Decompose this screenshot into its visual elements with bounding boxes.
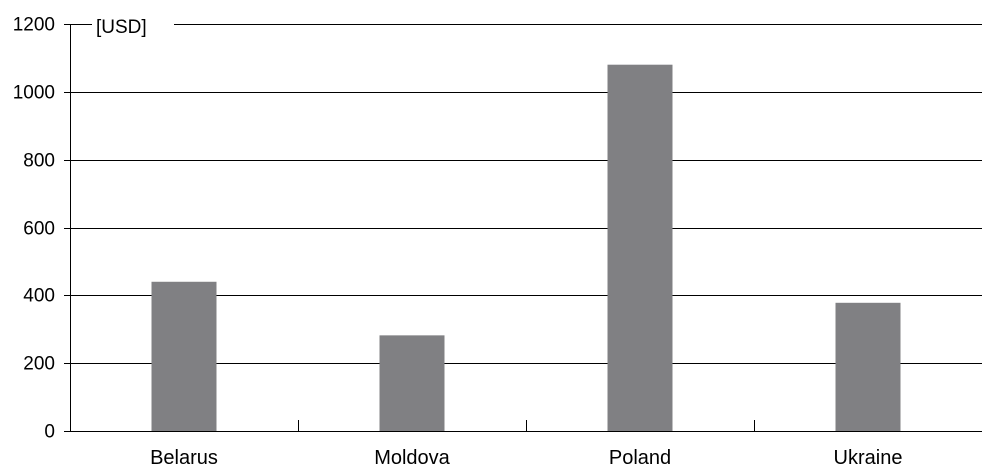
x-category-label: Ukraine	[834, 447, 903, 469]
x-category-label: Poland	[609, 447, 671, 469]
unit-label: [USD]	[96, 17, 147, 38]
axes	[64, 24, 982, 433]
y-tick-label: 0	[44, 422, 55, 443]
y-tick-labels: 0 200 400 600 800 1000 1200	[13, 15, 55, 443]
unit-label-background	[92, 14, 174, 38]
bar-ukraine	[835, 302, 901, 431]
bar-moldova	[379, 335, 445, 431]
x-category-labels: Belarus Moldova Poland Ukraine	[150, 447, 902, 469]
gridlines	[64, 24, 982, 364]
y-tick-label: 400	[23, 286, 55, 307]
y-tick-label: 1200	[13, 15, 55, 36]
y-tick-label: 600	[23, 219, 55, 240]
y-tick-label: 200	[23, 354, 55, 375]
bars	[151, 64, 901, 431]
x-category-label: Moldova	[374, 447, 450, 469]
bar-belarus	[151, 281, 217, 431]
unit-label-group: [USD]	[92, 14, 174, 38]
y-tick-label: 1000	[13, 83, 55, 104]
y-tick-label: 800	[23, 151, 55, 172]
bar-poland	[607, 64, 673, 431]
x-category-label: Belarus	[150, 447, 218, 469]
